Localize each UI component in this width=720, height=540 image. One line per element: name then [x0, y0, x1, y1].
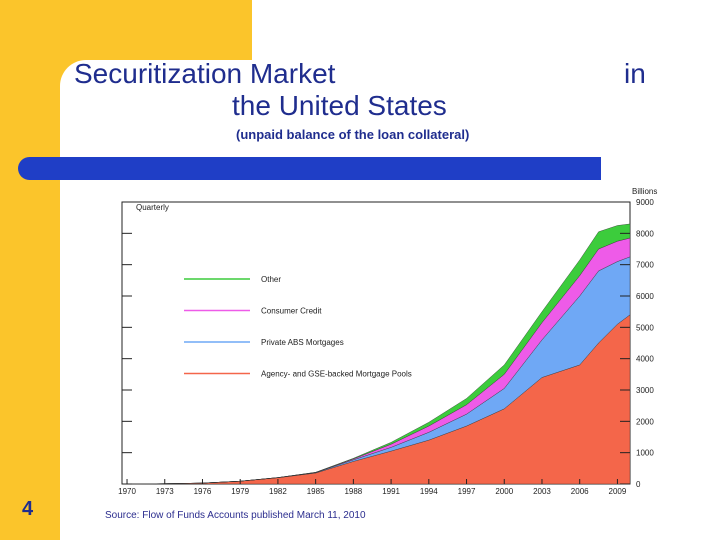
x-tick-label: 1979 — [231, 487, 249, 496]
yellow-accent-left — [0, 156, 60, 540]
legend-label-consumer_credit: Consumer Credit — [261, 307, 322, 316]
y-tick-label: 8000 — [636, 229, 654, 238]
x-tick-label: 1973 — [156, 487, 174, 496]
area-other — [127, 223, 631, 485]
legend-label-agency: Agency- and GSE-backed Mortgage Pools — [261, 370, 412, 379]
x-tick-label: 2000 — [495, 487, 513, 496]
x-tick-label: 1991 — [382, 487, 400, 496]
slide-subtitle: (unpaid balance of the loan collateral) — [236, 127, 470, 142]
slide-number: 4 — [22, 498, 34, 520]
x-tick-label: 1982 — [269, 487, 287, 496]
x-tick-label: 2006 — [571, 487, 589, 496]
y-tick-label: 6000 — [636, 292, 654, 301]
y-tick-label: 3000 — [636, 386, 654, 395]
source-note: Source: Flow of Funds Accounts published… — [105, 510, 366, 521]
legend-label-private_abs: Private ABS Mortgages — [261, 338, 344, 347]
title-card — [60, 60, 720, 156]
y-tick-label: 2000 — [636, 417, 654, 426]
x-tick-label: 2003 — [533, 487, 551, 496]
securitization-chart: 0 1000 2000 3000 4000 5000 6000 7000 8000 9000 197… — [118, 187, 657, 496]
x-tick-label: 1970 — [118, 487, 136, 496]
x-tick-label: 2009 — [609, 487, 627, 496]
frequency-label: Quarterly — [136, 203, 169, 212]
y-tick-label: 0 — [636, 480, 641, 489]
x-tick-label: 1994 — [420, 487, 438, 496]
y-tick-label: 1000 — [636, 449, 654, 458]
y-tick-label: 9000 — [636, 198, 654, 207]
units-label: Billions — [632, 187, 657, 196]
blue-divider-bar — [18, 157, 601, 180]
y-tick-label: 7000 — [636, 261, 654, 270]
x-tick-label: 1988 — [344, 487, 362, 496]
x-tick-label: 1997 — [458, 487, 476, 496]
y-tick-label: 5000 — [636, 323, 654, 332]
legend-label-other: Other — [261, 275, 281, 284]
x-tick-label: 1976 — [194, 487, 212, 496]
y-tick-label: 4000 — [636, 355, 654, 364]
slide-title-word-in: in — [624, 58, 646, 89]
slide-title-line2: the United States — [232, 90, 447, 121]
x-tick-label: 1985 — [307, 487, 325, 496]
slide-title-line1: Securitization Market — [74, 58, 336, 89]
